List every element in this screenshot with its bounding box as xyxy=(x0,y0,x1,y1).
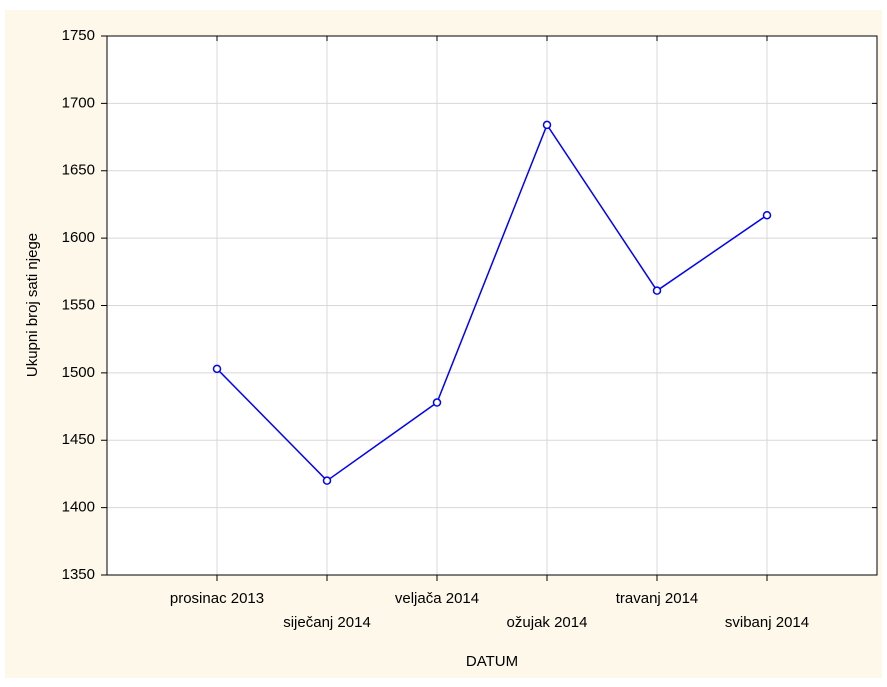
x-tick-label: ožujak 2014 xyxy=(507,614,588,631)
x-axis-title: DATUM xyxy=(466,653,518,670)
line-series xyxy=(216,123,768,482)
plot-frame xyxy=(106,35,878,576)
y-tick-label: 1750 xyxy=(62,27,95,44)
x-tick-label: veljača 2014 xyxy=(395,590,479,607)
y-tick-label: 1550 xyxy=(62,296,95,313)
y-tick-label: 1700 xyxy=(62,94,95,111)
y-tick-label: 1600 xyxy=(62,229,95,246)
point-marker xyxy=(322,476,332,485)
y-tick-label: 1450 xyxy=(62,431,95,448)
point-marker xyxy=(652,286,662,295)
point-marker xyxy=(432,398,442,407)
point-marker xyxy=(542,120,552,130)
y-axis-title: Ukupni broj sati njege xyxy=(24,233,41,377)
x-tick-label: travanj 2014 xyxy=(616,590,699,607)
y-tick-label: 1650 xyxy=(62,162,95,179)
x-tick-label: siječanj 2014 xyxy=(283,614,371,631)
y-tick-label: 1350 xyxy=(62,566,95,583)
y-tick-label: 1400 xyxy=(62,499,95,516)
point-marker xyxy=(212,364,222,374)
x-tick-label: svibanj 2014 xyxy=(725,614,809,631)
y-tick-label: 1500 xyxy=(62,364,95,381)
x-tick-label: prosinac 2013 xyxy=(170,590,264,607)
point-marker xyxy=(762,210,772,220)
